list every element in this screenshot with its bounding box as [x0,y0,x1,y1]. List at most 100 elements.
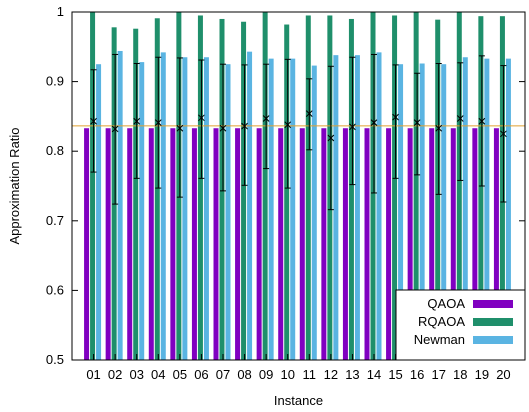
plot-frame [71,11,526,361]
bar-qaoa-02 [105,128,111,360]
mean-marker-16 [413,119,421,127]
bar-qaoa-11 [299,128,305,360]
x-tick-label: 04 [151,367,165,382]
mean-marker-04 [154,119,162,127]
legend-label-newman: Newman [414,332,465,347]
x-tick-label: 02 [108,367,122,382]
mean-marker-06 [198,114,205,122]
bar-newman-13 [354,55,360,360]
legend-swatch-qaoa [473,300,513,308]
y-tick-label: 0.6 [46,282,64,297]
mean-marker-14 [370,119,378,127]
bar-qaoa-06 [191,128,197,360]
mean-marker-17 [435,124,443,132]
legend: QAOA RQAOA Newman [395,289,526,361]
mean-marker-05 [176,124,184,132]
legend-swatch-newman [473,336,513,344]
y-tick-label: 0.5 [46,352,64,367]
mean-marker-08 [241,122,248,130]
mean-marker-19 [478,117,486,125]
bar-rqaoa-16 [413,12,419,360]
bar-newman-01 [96,64,102,360]
bar-rqaoa-10 [284,24,290,360]
x-tick-label: 06 [194,367,208,382]
bar-qaoa-08 [235,128,241,360]
mean-marker-03 [133,117,141,125]
x-tick-label: 15 [388,367,402,382]
bar-newman-20 [505,58,511,361]
y-tick-label: 0.7 [46,213,64,228]
x-axis-title: Instance [274,393,323,408]
x-tick-label: 10 [280,367,294,382]
bar-newman-08 [247,51,253,361]
bar-qaoa-10 [278,128,284,360]
y-tick-label: 1 [57,4,64,19]
x-tick-label: 19 [475,367,489,382]
y-axis-title: Approximation Ratio [7,127,22,244]
bar-qaoa-03 [127,128,133,360]
x-tick-label: 01 [86,367,100,382]
x-tick-label: 08 [237,367,251,382]
bar-rqaoa-07 [219,18,225,361]
bar-rqaoa-08 [241,21,247,361]
bar-rqaoa-02 [111,27,117,360]
bar-qaoa-09 [256,128,262,360]
bar-newman-18 [462,57,468,361]
bar-rqaoa-13 [348,18,354,361]
bar-qaoa-14 [364,128,370,360]
mean-marker-20 [500,130,507,138]
bar-newman-02 [117,50,123,360]
x-tick-label: 12 [324,367,338,382]
mean-marker-18 [456,115,464,122]
bar-qaoa-17 [429,128,435,360]
x-tick-label: 07 [216,367,230,382]
bar-newman-19 [484,58,490,361]
bar-rqaoa-20 [499,16,505,361]
bar-rqaoa-11 [305,15,311,360]
bar-newman-04 [160,52,166,360]
bar-qaoa-05 [170,128,176,360]
bar-newman-07 [225,64,231,360]
bar-newman-06 [203,57,209,361]
mean-marker-07 [219,124,227,132]
bar-newman-11 [311,65,317,360]
mean-marker-13 [349,123,356,131]
x-tick-label: 03 [129,367,143,382]
bar-newman-17 [441,64,447,360]
bar-newman-09 [268,58,274,361]
bar-newman-03 [139,62,145,360]
bar-qaoa-16 [407,128,413,360]
bar-newman-12 [333,55,339,360]
bar-newman-16 [419,63,425,361]
bar-qaoa-19 [472,128,478,360]
bar-rqaoa-03 [133,28,139,360]
x-tick-label: 17 [431,367,445,382]
bar-rqaoa-09 [262,12,268,360]
y-tick-label: 0.9 [46,74,64,89]
x-tick-label: 18 [453,367,467,382]
mean-marker-11 [305,110,313,117]
legend-swatch-rqaoa [473,318,513,326]
x-tick-label: 13 [345,367,359,382]
x-tick-label: 16 [410,367,424,382]
bar-newman-15 [398,64,404,360]
y-axis: 0.5 0.6 0.7 0.8 0.9 1 [46,4,525,367]
bar-rqaoa-18 [456,12,462,360]
bar-qaoa-20 [493,128,499,360]
bar-rqaoa-01 [90,12,96,360]
error-bars-layer [90,53,507,211]
bar-qaoa-15 [386,128,392,360]
x-tick-label: 05 [173,367,187,382]
bar-qaoa-18 [450,128,456,360]
bar-rqaoa-06 [197,15,203,360]
bars-layer [84,12,511,361]
legend-label-qaoa: QAOA [427,296,465,311]
mean-marker-12 [327,134,335,142]
bar-qaoa-01 [84,128,90,360]
bar-qaoa-07 [213,128,219,360]
bar-qaoa-12 [321,128,327,360]
y-tick-label: 0.8 [46,143,64,158]
x-tick-label: 20 [496,367,510,382]
x-tick-label: 14 [367,367,381,382]
mean-marker-01 [90,117,97,125]
